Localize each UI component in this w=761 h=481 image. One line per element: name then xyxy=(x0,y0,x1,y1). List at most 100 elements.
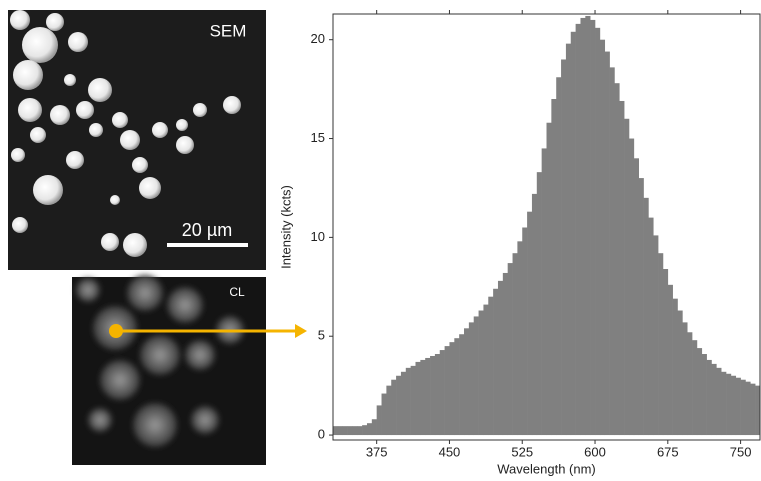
bar xyxy=(590,19,596,436)
bar xyxy=(716,367,722,436)
particle xyxy=(89,123,103,137)
bar xyxy=(493,288,499,436)
particle xyxy=(176,136,194,154)
scale-bar-label: 20 µm xyxy=(182,220,232,240)
bar xyxy=(410,365,416,436)
bar xyxy=(415,361,421,436)
particle xyxy=(176,119,188,131)
particle xyxy=(64,74,76,86)
bar xyxy=(449,342,455,436)
y-tick-label: 10 xyxy=(311,229,325,244)
bar xyxy=(337,426,344,436)
particle xyxy=(13,60,43,90)
bar xyxy=(701,354,707,436)
bar xyxy=(599,39,606,436)
bar xyxy=(658,253,664,436)
arrow-dot xyxy=(109,324,123,338)
x-tick-label: 675 xyxy=(657,444,679,459)
particle xyxy=(66,151,84,169)
bar xyxy=(396,375,402,436)
bar xyxy=(755,385,761,436)
particle xyxy=(76,101,94,119)
particle xyxy=(110,195,120,205)
bar xyxy=(430,355,436,436)
bar xyxy=(692,340,698,436)
bar xyxy=(648,217,654,436)
bar xyxy=(667,284,673,436)
particle xyxy=(68,32,88,52)
bar xyxy=(405,367,411,436)
cl-label: CL xyxy=(229,285,245,299)
particle xyxy=(101,233,119,251)
bar xyxy=(638,178,644,436)
bar xyxy=(502,272,508,436)
bar xyxy=(478,310,484,436)
bar xyxy=(745,381,751,436)
bar xyxy=(585,15,591,436)
bar xyxy=(527,211,533,436)
sem-label: SEM xyxy=(210,21,247,40)
bar xyxy=(633,158,639,436)
bar xyxy=(696,348,703,436)
bar xyxy=(536,172,542,436)
particle xyxy=(112,112,128,128)
particle xyxy=(88,78,112,102)
bar xyxy=(711,363,717,436)
bar xyxy=(391,379,397,436)
particle xyxy=(139,177,161,199)
bar xyxy=(628,138,635,436)
bar xyxy=(662,269,669,436)
bar xyxy=(677,310,683,436)
bar xyxy=(740,379,746,436)
bar xyxy=(512,253,518,436)
bar xyxy=(730,375,737,436)
bar xyxy=(595,27,601,436)
bar xyxy=(347,426,353,436)
bar xyxy=(464,328,470,436)
bar xyxy=(434,354,441,436)
bar xyxy=(561,59,567,436)
bar xyxy=(735,377,741,436)
bar xyxy=(551,99,557,436)
bar xyxy=(609,67,615,436)
blob xyxy=(185,340,215,370)
plot: 375 450 525 600 675 750 0 5 10 15 20 Wavelength (nm… xyxy=(278,10,761,476)
bar xyxy=(546,122,552,436)
blob xyxy=(133,403,177,447)
bar xyxy=(439,350,445,436)
particle xyxy=(193,103,207,117)
x-tick-label: 450 xyxy=(439,444,461,459)
bar xyxy=(541,148,547,436)
bar xyxy=(653,235,659,436)
y-axis-label: Intensity (kcts) xyxy=(278,185,293,269)
bar xyxy=(517,241,523,436)
cl-blobs xyxy=(76,275,244,447)
bar xyxy=(556,77,562,436)
bar xyxy=(706,359,712,436)
blob xyxy=(167,287,203,323)
particle xyxy=(152,122,168,138)
particle xyxy=(46,13,64,31)
bar xyxy=(425,357,431,436)
bar xyxy=(342,426,348,436)
particle xyxy=(33,175,63,205)
bar xyxy=(366,423,373,436)
bar xyxy=(531,193,538,436)
particle xyxy=(132,157,148,173)
bar xyxy=(570,31,576,436)
particle xyxy=(22,27,58,63)
bar xyxy=(333,426,339,436)
bar xyxy=(483,304,489,436)
bar xyxy=(682,322,688,436)
particle xyxy=(18,98,42,122)
bar xyxy=(386,385,392,436)
particle xyxy=(123,233,147,257)
blob xyxy=(76,278,100,302)
blob xyxy=(100,360,140,400)
bar xyxy=(420,359,426,436)
bar xyxy=(468,322,475,436)
bar xyxy=(672,298,678,436)
bar xyxy=(371,419,377,436)
